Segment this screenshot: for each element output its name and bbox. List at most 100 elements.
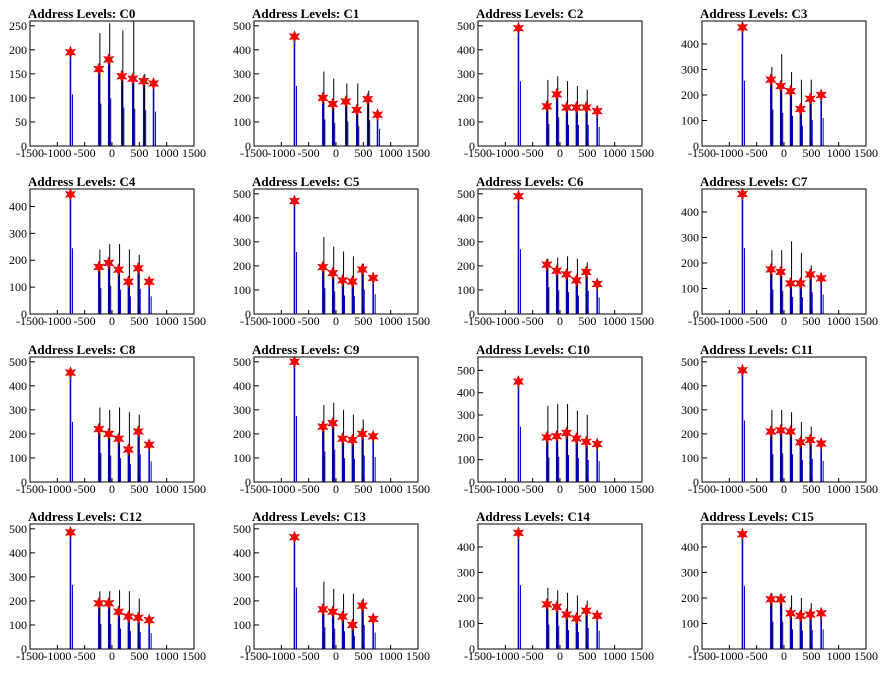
y-tick-label: 300 [233, 235, 251, 249]
peak-marker [784, 424, 797, 439]
plot-frame [701, 188, 867, 315]
x-tick-label: 0 [333, 649, 339, 663]
y-tick-label: 100 [233, 618, 251, 632]
plot-frame [29, 523, 195, 650]
y-tick-label: 0 [21, 307, 27, 321]
y-tick-label: 0 [21, 475, 27, 489]
peak-marker [765, 424, 777, 439]
y-tick-label: 200 [9, 594, 27, 608]
y-tick-label: 300 [233, 570, 251, 584]
x-tick-label: 1000 [827, 649, 851, 663]
peak-marker [541, 430, 553, 445]
peak-marker [147, 76, 160, 91]
x-tick-label: 1500 [406, 314, 430, 328]
y-tick-label: 500 [233, 19, 251, 33]
x-tick-label: -1500 [16, 649, 44, 663]
x-tick-label: -500 [298, 314, 320, 328]
peak-marker [736, 363, 749, 377]
y-tick-label: 400 [681, 205, 699, 219]
y-tick-label: 500 [233, 187, 251, 201]
chart-title: Address Levels: C12 [28, 509, 142, 524]
peak-marker [356, 262, 369, 277]
y-tick-label: 200 [233, 91, 251, 105]
x-tick-label: -500 [74, 649, 96, 663]
x-tick-label: 1000 [827, 314, 851, 328]
peak-marker [794, 102, 807, 116]
y-tick-label: 300 [233, 67, 251, 81]
y-tick-label: 300 [457, 408, 475, 422]
x-tick-label: 0 [333, 314, 339, 328]
y-tick-label: 200 [233, 259, 251, 273]
y-tick-label: 100 [457, 283, 475, 297]
peak-marker [340, 94, 352, 109]
x-tick-label: 500 [354, 146, 372, 160]
peak-marker [580, 100, 593, 115]
x-tick-label: -1000 [715, 482, 743, 496]
x-tick-label: 0 [781, 314, 787, 328]
x-tick-label: 1500 [182, 146, 206, 160]
x-tick-label: 1500 [630, 482, 654, 496]
x-tick-label: -500 [298, 649, 320, 663]
x-tick-label: -1500 [688, 649, 716, 663]
x-tick-label: -1500 [464, 314, 492, 328]
peak-marker [371, 108, 384, 122]
y-tick-label: 500 [233, 522, 251, 536]
y-tick-label: 0 [245, 307, 251, 321]
x-tick-label: -1000 [43, 146, 71, 160]
y-tick-label: 100 [681, 616, 699, 630]
peak-marker [93, 62, 105, 76]
y-tick-label: 500 [681, 355, 699, 369]
y-tick-label: 0 [21, 139, 27, 153]
x-tick-label: -1000 [715, 314, 743, 328]
x-tick-label: -1500 [464, 146, 492, 160]
x-tick-label: -1000 [491, 146, 519, 160]
peak-marker [288, 355, 301, 369]
peak-marker [137, 74, 150, 88]
peak-marker [336, 432, 349, 446]
x-tick-label: 1500 [630, 649, 654, 663]
x-tick-label: 0 [333, 482, 339, 496]
x-tick-label: 1000 [827, 482, 851, 496]
y-tick-label: 100 [233, 115, 251, 129]
chart-panel: Address Levels: C10 0 100 200 300 400 500 -1500… [457, 342, 654, 496]
x-tick-label: 1000 [155, 314, 179, 328]
x-tick-label: 500 [802, 314, 820, 328]
x-tick-label: 500 [578, 482, 596, 496]
x-tick-label: -1500 [16, 146, 44, 160]
y-tick-label: 200 [457, 591, 475, 605]
y-tick-label: 300 [681, 62, 699, 76]
x-tick-label: 1000 [155, 482, 179, 496]
y-tick-label: 0 [469, 139, 475, 153]
peak-marker [317, 420, 329, 434]
y-tick-label: 500 [457, 187, 475, 201]
x-tick-label: 1500 [406, 482, 430, 496]
chart-title: Address Levels: C15 [700, 509, 814, 524]
peak-marker [774, 423, 787, 438]
peak-marker [126, 72, 139, 86]
y-tick-label: 100 [9, 91, 27, 105]
x-tick-label: -500 [522, 482, 544, 496]
y-tick-label: 0 [245, 642, 251, 656]
peak-marker [765, 592, 777, 606]
x-tick-label: 500 [578, 649, 596, 663]
x-tick-label: -500 [522, 649, 544, 663]
chart-title: Address Levels: C7 [700, 174, 808, 189]
peak-marker [736, 187, 749, 201]
peak-marker [116, 69, 128, 83]
y-tick-label: 150 [9, 67, 27, 81]
plot-frame [253, 523, 419, 650]
y-tick-label: 50 [15, 115, 27, 129]
y-tick-label: 300 [9, 403, 27, 417]
peak-marker [804, 267, 817, 282]
x-tick-label: -500 [746, 314, 768, 328]
plot-frame [29, 20, 195, 147]
y-tick-label: 0 [693, 139, 699, 153]
peak-marker [122, 609, 135, 624]
peak-marker [288, 530, 301, 544]
chart-panel: Address Levels: C0 0 50 100 150 200 250 -1500 -1… [9, 6, 206, 160]
plot-frame [701, 356, 867, 483]
y-tick-label: 200 [457, 91, 475, 105]
peak-marker [326, 266, 339, 280]
chart-title: Address Levels: C8 [28, 342, 136, 357]
x-tick-label: 0 [109, 649, 115, 663]
